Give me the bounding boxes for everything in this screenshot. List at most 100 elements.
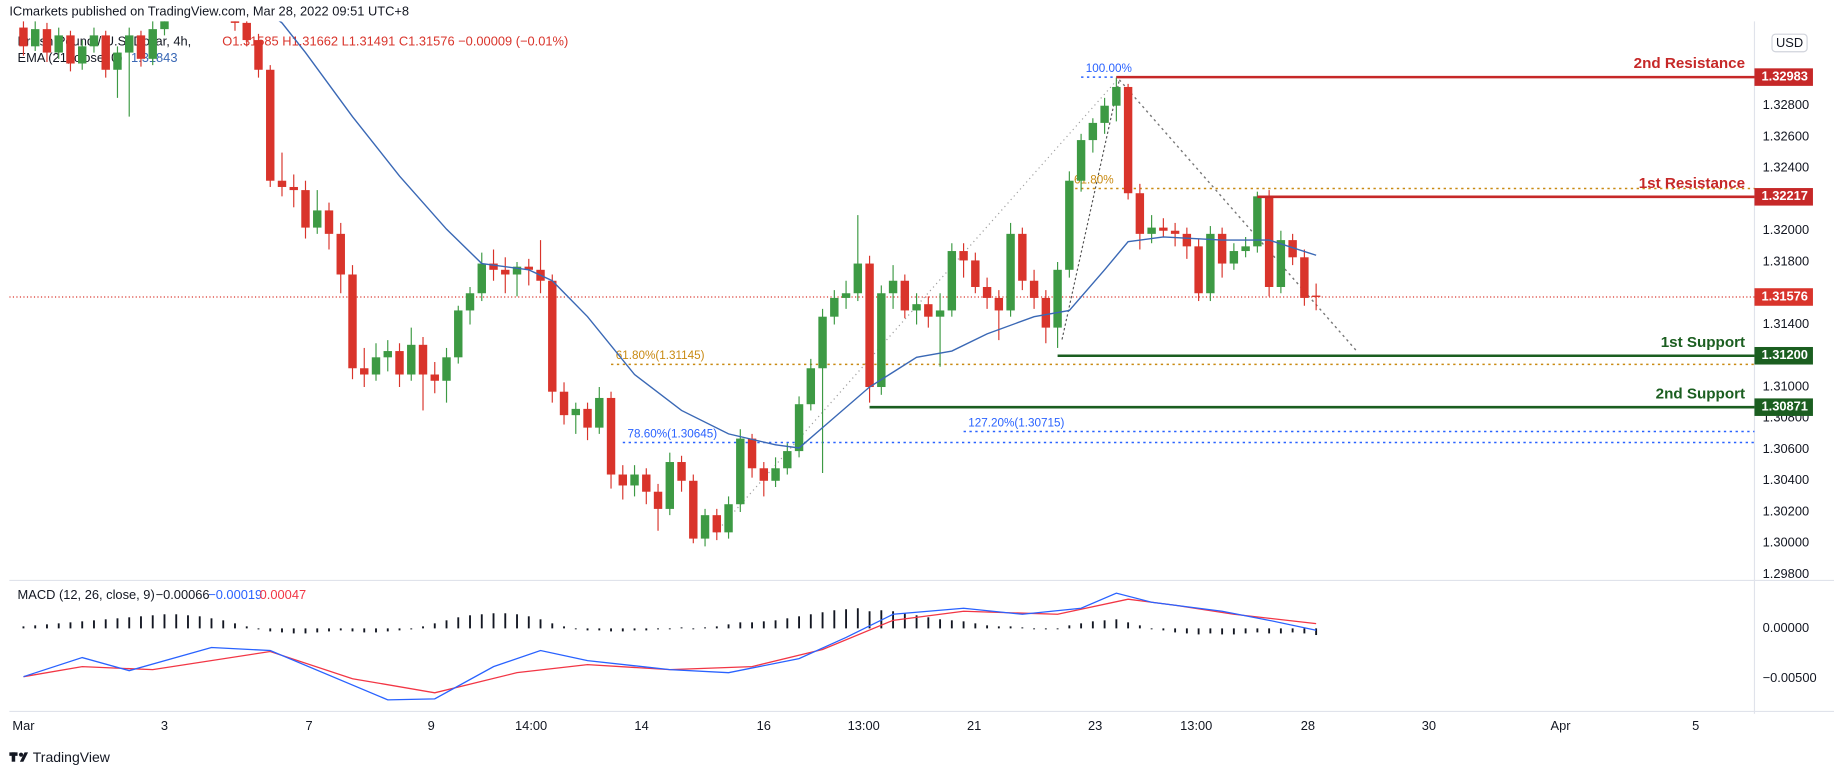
histogram-bar <box>351 628 354 632</box>
histogram-bar <box>1127 622 1130 629</box>
histogram-bar <box>386 628 389 632</box>
candle-body <box>489 263 498 270</box>
ema-line <box>278 21 1317 449</box>
histogram-bar <box>1056 628 1059 630</box>
candle-body <box>771 468 780 481</box>
histogram-bar <box>433 623 436 629</box>
candle-body <box>524 266 533 270</box>
histogram-bar <box>1244 628 1247 634</box>
y-tick-label: 1.32600 <box>1763 128 1809 143</box>
histogram-bar <box>316 628 319 633</box>
histogram-bar <box>198 616 201 629</box>
y-tick-label: 1.31800 <box>1763 253 1809 268</box>
candle-body <box>853 263 863 294</box>
candle-body <box>277 180 287 187</box>
x-tick-label: 3 <box>161 718 168 733</box>
candle-body <box>230 21 240 23</box>
histogram-bar <box>1221 628 1224 635</box>
histogram-bar <box>480 614 483 629</box>
histogram-bar <box>621 628 624 632</box>
candle-body <box>1206 233 1215 294</box>
fib-label: 78.60%(1.30645) <box>627 427 717 440</box>
histogram-bar <box>1021 627 1024 629</box>
histogram-bar <box>751 622 753 629</box>
histogram-bar <box>410 628 413 630</box>
histogram-bar <box>363 628 366 633</box>
x-tick-label: Apr <box>1551 718 1572 733</box>
candle-body <box>454 310 463 358</box>
histogram-bar <box>539 619 542 629</box>
candle-body <box>618 474 627 486</box>
price-label-box <box>1754 346 1813 365</box>
histogram-bar <box>939 619 942 629</box>
histogram-bar <box>116 618 119 629</box>
candle-body <box>512 266 522 275</box>
candle-body <box>42 29 52 53</box>
histogram-bar <box>1091 621 1094 629</box>
histogram-bar <box>610 628 612 632</box>
candle-body <box>78 46 87 64</box>
histogram-bar <box>269 628 272 632</box>
histogram-bar <box>668 628 671 630</box>
candle-body <box>865 263 874 388</box>
candle-body <box>982 286 992 298</box>
histogram-bar <box>469 615 471 629</box>
y-tick-label: 1.30400 <box>1763 472 1809 487</box>
candle-body <box>148 29 157 59</box>
candle-body <box>442 357 451 381</box>
y-tick-label: 1.29800 <box>1763 566 1809 581</box>
histogram-bar <box>774 620 777 629</box>
histogram-bar <box>398 628 401 631</box>
candle-body <box>301 190 310 228</box>
candle-body <box>947 251 957 311</box>
fib-label: 100.00% <box>1086 62 1132 75</box>
fib-extension-line <box>1061 79 1120 340</box>
histogram-bar <box>821 612 824 629</box>
histogram-bar <box>986 625 989 629</box>
candle-body <box>1229 251 1239 264</box>
footer-logo <box>9 752 29 762</box>
candle-body <box>665 462 675 509</box>
currency[interactable]: USD <box>1776 35 1803 50</box>
publisher: ICmarkets published on TradingView.com, … <box>9 3 409 18</box>
histogram-bar <box>328 628 330 632</box>
histogram-bar <box>1103 620 1106 629</box>
histogram-bar <box>1279 628 1282 634</box>
histogram-bar <box>563 626 565 629</box>
histogram-bar <box>692 628 695 630</box>
price-label-box <box>1754 68 1813 86</box>
histogram-bar <box>786 618 789 629</box>
candle-body <box>783 451 792 469</box>
candle-body <box>971 260 980 287</box>
candle-body <box>841 293 851 298</box>
candle-body <box>89 35 99 47</box>
histogram-bar <box>727 624 730 629</box>
candle-body <box>1194 246 1203 294</box>
histogram-bar <box>680 627 683 629</box>
candle-body <box>1288 240 1297 258</box>
x-tick-label: 28 <box>1301 718 1315 733</box>
candle-body <box>501 269 510 275</box>
histogram-bar <box>1044 628 1047 630</box>
histogram-bar <box>1268 628 1271 634</box>
candle-body <box>1241 246 1250 252</box>
candle-body <box>642 474 651 492</box>
histogram-bar <box>140 616 142 629</box>
candle-body <box>395 351 404 375</box>
candle-body <box>912 304 921 311</box>
histogram-bar <box>962 621 965 629</box>
x-tick-label: 21 <box>967 718 981 733</box>
histogram-bar <box>457 617 460 629</box>
histogram-bar <box>1185 628 1188 634</box>
candle-body <box>1112 86 1121 106</box>
macd-value: −0.00019 <box>208 587 262 602</box>
candle-body <box>54 35 63 53</box>
candle-body <box>360 368 369 375</box>
candle-body <box>19 27 28 47</box>
histogram-bar <box>22 626 25 629</box>
histogram-bar <box>34 625 37 629</box>
candle-body <box>571 408 580 416</box>
candle-body <box>1018 233 1027 281</box>
currency-box[interactable] <box>1771 33 1808 53</box>
histogram-bar <box>762 621 765 629</box>
